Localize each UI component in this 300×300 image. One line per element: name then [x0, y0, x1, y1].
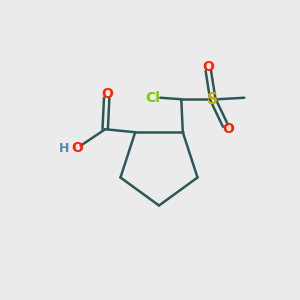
- Text: O: O: [223, 122, 234, 136]
- Text: H: H: [59, 142, 69, 154]
- Text: S: S: [207, 92, 218, 107]
- Text: O: O: [72, 141, 83, 155]
- Text: O: O: [101, 87, 112, 101]
- Text: O: O: [202, 60, 214, 74]
- Text: Cl: Cl: [145, 91, 160, 105]
